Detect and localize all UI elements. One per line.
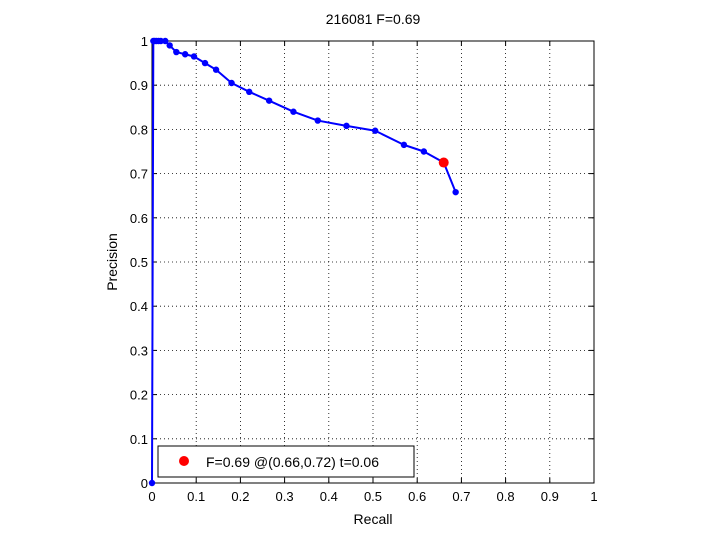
x-tick-label: 0.7 — [452, 489, 470, 504]
data-point — [201, 59, 209, 67]
data-point — [265, 97, 273, 104]
y-tick-label: 0.9 — [130, 78, 148, 93]
y-tick-label: 0.6 — [130, 211, 148, 226]
legend: F=0.69 @(0.66,0.72) t=0.06 — [157, 445, 415, 478]
x-tick-label: 0.6 — [408, 489, 426, 504]
y-tick-label: 0.5 — [130, 255, 148, 270]
data-point — [181, 51, 189, 58]
x-tick-label: 0.8 — [497, 489, 515, 504]
data-point — [290, 108, 297, 115]
data-point — [400, 141, 408, 149]
y-tick-label: 0.2 — [130, 388, 148, 403]
x-tick-label: 0.3 — [276, 489, 294, 504]
best-point-group — [438, 157, 449, 168]
x-tick-label: 0 — [148, 489, 155, 504]
data-point — [343, 122, 350, 130]
data-point — [157, 37, 165, 45]
data-point — [166, 42, 173, 49]
y-tick-label: 0.8 — [130, 122, 148, 137]
y-tick-label: 0.3 — [130, 343, 148, 358]
legend-marker — [179, 456, 189, 466]
y-axis-label: Precision — [104, 233, 120, 291]
data-point — [212, 66, 220, 73]
data-point — [452, 188, 459, 196]
y-tick-label: 0.1 — [130, 432, 148, 447]
y-tick-label: 0 — [141, 476, 148, 491]
x-tick-label: 0.5 — [364, 489, 382, 504]
legend-entry: F=0.69 @(0.66,0.72) t=0.06 — [206, 454, 379, 470]
best-f-point — [438, 157, 449, 168]
x-tick-label: 0.9 — [541, 489, 559, 504]
x-tick-label: 0.4 — [320, 489, 338, 504]
data-point — [162, 37, 169, 45]
tick-labels: 0 0.1 0.2 0.3 0.4 0.5 0.6 0.7 0.8 0.9 1 0 0.1 0.2 0.3 0… — [130, 34, 598, 504]
x-axis-label: Recall — [354, 511, 393, 527]
y-tick-label: 0.7 — [130, 167, 148, 182]
x-tick-label: 0.1 — [187, 489, 205, 504]
series-group — [148, 37, 459, 487]
chart-title: 216081 F=0.69 — [326, 11, 421, 27]
y-tick-label: 0.4 — [130, 299, 148, 314]
data-point — [314, 117, 321, 124]
y-tick-label: 1 — [141, 34, 148, 49]
data-point — [190, 53, 198, 60]
data-point — [173, 48, 180, 56]
data-point — [246, 88, 253, 96]
legend-box — [157, 445, 415, 478]
data-point — [148, 479, 156, 487]
x-tick-label: 0.2 — [231, 489, 249, 504]
data-point — [420, 148, 428, 155]
data-point — [372, 127, 379, 134]
data-point — [228, 79, 235, 87]
x-tick-label: 1 — [590, 489, 597, 504]
